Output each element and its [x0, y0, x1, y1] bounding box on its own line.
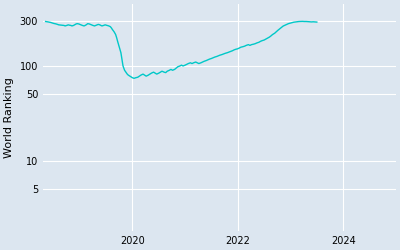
Y-axis label: World Ranking: World Ranking — [4, 77, 14, 158]
